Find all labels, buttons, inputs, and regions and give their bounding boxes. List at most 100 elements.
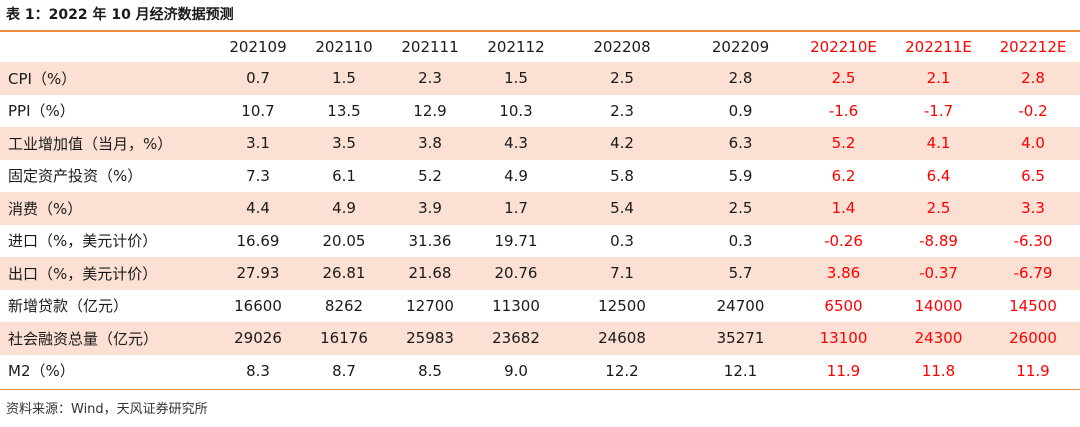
forecast-cell: 6.4 — [926, 166, 951, 185]
table-cell: 8262 — [324, 296, 364, 315]
forecast-cell: -0.37 — [891, 257, 986, 290]
table-cell: 2.5 — [559, 62, 685, 95]
table-cell: 7.3 — [246, 166, 270, 185]
table-row-ppi: PPI（%） 10.7 13.5 12.9 10.3 2.3 0.9 -1.6 … — [0, 95, 1080, 128]
header-cell-202112: 202112 — [487, 38, 545, 56]
table-cell: 2.5 — [685, 192, 796, 225]
forecast-cell: 6500 — [824, 296, 863, 315]
forecast-cell: 6.5 — [1021, 166, 1045, 185]
table-cell: 12500 — [598, 296, 646, 315]
table-cell: 24700 — [716, 296, 765, 315]
table-row-new-loans: 新增贷款（亿元） 16600 8262 12700 11300 12500 24… — [0, 290, 1080, 323]
table-row-imports: 进口（%，美元计价） 16.69 20.05 31.36 19.71 0.3 0… — [0, 225, 1080, 258]
forecast-cell: 14000 — [914, 296, 963, 315]
table-cell: 1.5 — [301, 62, 387, 95]
table-cell: 4.9 — [504, 166, 528, 185]
row-label: CPI（%） — [0, 62, 215, 95]
header-cell-202109: 202109 — [229, 38, 287, 56]
table-cell: 12.2 — [605, 361, 639, 380]
table-bottom-divider — [0, 389, 1080, 390]
forecast-cell: 13100 — [796, 322, 891, 355]
table-row-consumption: 消费（%） 4.4 4.9 3.9 1.7 5.4 2.5 1.4 2.5 3.… — [0, 192, 1080, 225]
table-cell: 35271 — [685, 322, 796, 355]
table-cell: 4.3 — [473, 127, 559, 160]
table-cell: 16600 — [234, 296, 282, 315]
table-cell: 0.3 — [610, 231, 634, 250]
table-cell: 3.5 — [301, 127, 387, 160]
forecast-cell: -1.7 — [923, 101, 954, 120]
header-cell-202208: 202208 — [593, 38, 651, 56]
table-cell: 12.9 — [413, 101, 447, 120]
forecast-cell: 3.3 — [986, 192, 1080, 225]
table-cell: 5.4 — [559, 192, 685, 225]
row-label: 固定资产投资（%） — [8, 167, 143, 186]
forecast-cell: 5.2 — [796, 127, 891, 160]
forecast-cell: 11.9 — [826, 361, 861, 380]
table-cell: 6.1 — [332, 166, 356, 185]
table-cell: 5.2 — [418, 166, 442, 185]
table-cell: 0.7 — [215, 62, 301, 95]
table-cell: 20.05 — [322, 231, 366, 250]
table-cell: 3.1 — [215, 127, 301, 160]
table-cell: 4.4 — [215, 192, 301, 225]
table-cell: 26.81 — [301, 257, 387, 290]
forecast-cell: 2.1 — [891, 62, 986, 95]
forecast-cell: -0.2 — [1018, 101, 1048, 120]
table-cell: 29026 — [215, 322, 301, 355]
table-cell: 10.7 — [241, 101, 275, 120]
table-row-industrial-value-added: 工业增加值（当月，%） 3.1 3.5 3.8 4.3 4.2 6.3 5.2 … — [0, 127, 1080, 160]
forecast-cell: 3.86 — [796, 257, 891, 290]
table-row-cpi: CPI（%） 0.7 1.5 2.3 1.5 2.5 2.8 2.5 2.1 2… — [0, 62, 1080, 95]
forecast-cell: 14500 — [1009, 296, 1057, 315]
forecast-cell: 11.8 — [921, 361, 956, 380]
row-label: 工业增加值（当月，%） — [0, 127, 215, 160]
forecast-cell: -1.6 — [828, 101, 859, 120]
source-note: 资料来源：Wind，天风证券研究所 — [6, 402, 208, 417]
table-cell: 19.71 — [494, 231, 538, 250]
table-cell: 9.0 — [504, 361, 528, 380]
header-cell-202110: 202110 — [315, 38, 373, 56]
row-label: 消费（%） — [0, 192, 215, 225]
forecast-cell: 4.1 — [891, 127, 986, 160]
table-cell: 5.8 — [610, 166, 634, 185]
row-label: PPI（%） — [8, 102, 75, 121]
economic-forecast-table: 202109 202110 202111 202112 202208 20220… — [0, 32, 1080, 387]
table-cell: 4.2 — [559, 127, 685, 160]
table-cell: 27.93 — [215, 257, 301, 290]
forecast-cell: 4.0 — [986, 127, 1080, 160]
table-cell: 0.9 — [728, 101, 753, 120]
forecast-cell: -8.89 — [919, 231, 958, 250]
header-cell-202211E: 202211E — [905, 38, 972, 56]
row-label: M2（%） — [8, 362, 75, 381]
header-cell-label — [0, 32, 215, 62]
row-label: 出口（%，美元计价） — [0, 257, 215, 290]
forecast-cell: -6.30 — [1013, 231, 1053, 250]
forecast-cell: 24300 — [891, 322, 986, 355]
table-cell: 8.3 — [246, 361, 270, 380]
table-cell: 31.36 — [408, 231, 452, 250]
forecast-cell: -0.26 — [824, 231, 863, 250]
forecast-cell: -6.79 — [986, 257, 1080, 290]
forecast-cell: 2.5 — [891, 192, 986, 225]
table-cell: 2.3 — [610, 101, 634, 120]
row-label: 社会融资总量（亿元） — [0, 322, 215, 355]
forecast-cell: 11.9 — [1016, 361, 1050, 380]
table-cell: 6.3 — [685, 127, 796, 160]
header-cell-202210E: 202210E — [810, 38, 877, 56]
table-cell: 25983 — [387, 322, 473, 355]
table-cell: 1.7 — [473, 192, 559, 225]
table-cell: 12.1 — [723, 361, 758, 380]
table-cell: 23682 — [473, 322, 559, 355]
header-cell-202111: 202111 — [401, 38, 459, 56]
header-row: 202109 202110 202111 202112 202208 20220… — [0, 32, 1080, 62]
table-cell: 10.3 — [499, 101, 533, 120]
table-cell: 4.9 — [301, 192, 387, 225]
table-row-exports: 出口（%，美元计价） 27.93 26.81 21.68 20.76 7.1 5… — [0, 257, 1080, 290]
forecast-cell: 6.2 — [831, 166, 856, 185]
table-row-total-social-financing: 社会融资总量（亿元） 29026 16176 25983 23682 24608… — [0, 322, 1080, 355]
header-cell-202212E: 202212E — [999, 38, 1067, 56]
table-cell: 20.76 — [473, 257, 559, 290]
table-cell: 24608 — [559, 322, 685, 355]
table-cell: 1.5 — [473, 62, 559, 95]
table-cell: 3.8 — [387, 127, 473, 160]
